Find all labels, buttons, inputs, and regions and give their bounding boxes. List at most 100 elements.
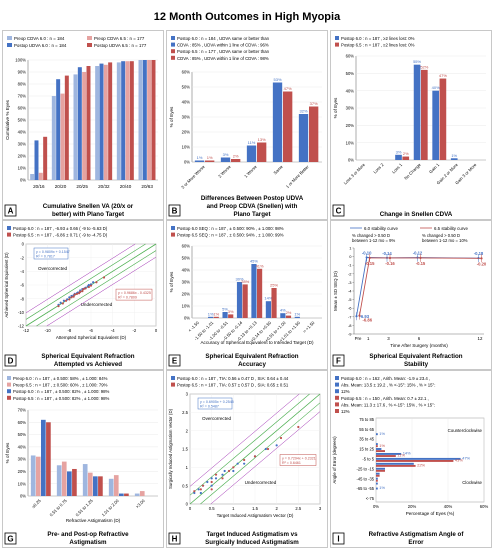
bar: [129, 61, 134, 181]
x-tick-label: 3: [319, 506, 322, 511]
y-tick-label: 60%: [346, 54, 355, 59]
legend-swatch: [335, 376, 339, 380]
chart-title: Accuracy: [238, 361, 266, 368]
legend-swatch: [7, 232, 11, 237]
bar: [376, 457, 461, 460]
y-tick-label: 50%: [18, 432, 27, 437]
y-tick-label: 15 to 25: [359, 447, 375, 452]
data-label: -6.86: [363, 318, 373, 323]
y-tick-label: 20%: [346, 123, 355, 128]
x-tick-label: 0.5: [209, 506, 215, 511]
data-label: 3%: [223, 152, 229, 157]
chart-title: Plano Target: [233, 211, 270, 218]
scatter-point: [206, 480, 209, 484]
fit-eq-60: y = 0.6905x + 0.2545: [200, 400, 234, 404]
bar: [280, 313, 286, 318]
x-tick-label: Pre: [355, 336, 362, 341]
legend-note-65a: % changed > 0.50 D: [422, 233, 460, 238]
legend-text: Postop 6.0 : n = 187 , ≥2 lines lost: 0%: [341, 36, 415, 41]
y-axis-label: Mean ± SD SEQ (D): [333, 271, 338, 311]
x-tick-label: 1.5: [252, 506, 258, 511]
bar: [46, 422, 51, 496]
data-label: 3%: [396, 149, 402, 154]
bar: [51, 96, 56, 180]
scatter-point: [68, 296, 71, 299]
bar: [285, 315, 292, 318]
data-label: -0.14: [382, 251, 392, 256]
y-tick-label: 55 to 65: [359, 427, 375, 432]
fit-r2-65: R² = 0.7809: [118, 296, 137, 300]
x-axis-label: Percentage of Eyes (%): [406, 511, 455, 516]
y-axis-label: Surgically Induced Astigmatism Vector (D…: [168, 408, 173, 489]
bar: [376, 433, 378, 436]
x-tick-label: Same: [272, 164, 284, 176]
data-label: 1%: [197, 155, 203, 160]
legend-swatch: [335, 36, 339, 40]
legend-swatch: [171, 42, 175, 47]
legend-swatch: [7, 376, 11, 380]
data-label: 11%: [248, 140, 256, 145]
fit-r2-60: R² = 0.7817: [36, 255, 55, 259]
y-tick-label: 1: [349, 246, 352, 251]
fit-eq-65: y = 0.7294x + 0.2321: [282, 457, 316, 461]
legend-text: Preop CDVA 6.0 : n = 184: [14, 36, 65, 41]
y-tick-label: -45 to -35: [356, 476, 374, 481]
data-label: -0.16: [385, 261, 395, 266]
legend-swatch: [335, 402, 339, 407]
bar: [283, 91, 293, 162]
data-label: 52%: [420, 64, 428, 69]
x-tick-label: 20/16: [33, 184, 45, 189]
fit-box-65: [115, 288, 153, 301]
legend-text: Postop 6.0 : n = 162 , Arith. Mean: -1.9…: [341, 376, 430, 381]
legend-swatch: [335, 395, 339, 400]
y-tick-label: 50%: [182, 85, 191, 90]
legend-swatch: [7, 43, 12, 47]
x-tick-label: ≤0.25: [31, 498, 42, 509]
y-tick-label: -10: [18, 310, 25, 315]
scatter-point: [61, 302, 64, 305]
x-tick-label: 20/20: [55, 184, 67, 189]
y-tick-label: 100%: [15, 58, 26, 63]
y-tick-label: 60%: [18, 106, 27, 111]
bar: [124, 493, 129, 496]
scatter-point: [75, 292, 79, 295]
scatter-point: [221, 473, 224, 476]
legend-text: Postop UDVA 6.5 : n = 177: [94, 43, 147, 48]
bar: [294, 316, 300, 318]
x-axis-label: Attempted Spherical Equivalent (D): [56, 335, 127, 340]
bar: [402, 156, 410, 160]
x-tick-label: 20/25: [76, 184, 88, 189]
x-tick-label: 20/32: [98, 184, 110, 189]
y-tick-label: -2: [348, 271, 352, 276]
bar: [246, 145, 257, 162]
y-tick-label: 70%: [18, 94, 27, 99]
chart-title: Surgically Induced Astigmatism: [205, 539, 299, 546]
data-label: 55%: [413, 59, 421, 64]
y-tick-label: -8: [20, 296, 24, 301]
x-tick-label: 20/40: [120, 184, 132, 189]
y-tick-label: 10%: [346, 140, 355, 145]
y-tick-label: 50%: [18, 118, 27, 123]
panel-letter-box: [168, 354, 181, 367]
legend-swatch: [335, 382, 339, 387]
scatter-point: [221, 477, 224, 480]
chart-title: Target Induced Astigmatism vs: [206, 531, 298, 538]
data-label: 32%: [300, 109, 308, 114]
y-tick-label: -9: [348, 332, 352, 337]
chart-title: Error: [408, 539, 424, 546]
legend-swatch: [171, 226, 175, 230]
y-tick-label: -65 to -55: [356, 486, 374, 491]
chart-title: Refractive Astigmatism Angle of: [369, 531, 465, 538]
legend-note-65b: between 1-12 mo = 10%: [422, 238, 468, 243]
legend-swatch: [171, 49, 175, 54]
panel-letter-box: [332, 532, 345, 545]
panel-letter: E: [172, 357, 178, 366]
x-tick-label: -4: [111, 328, 115, 333]
y-tick-label: 40%: [182, 100, 191, 105]
chart-title: Spherical Equivalent Refraction: [205, 353, 298, 360]
fit-r2-65: R² = 0.6461: [282, 461, 301, 465]
bar: [309, 106, 319, 162]
